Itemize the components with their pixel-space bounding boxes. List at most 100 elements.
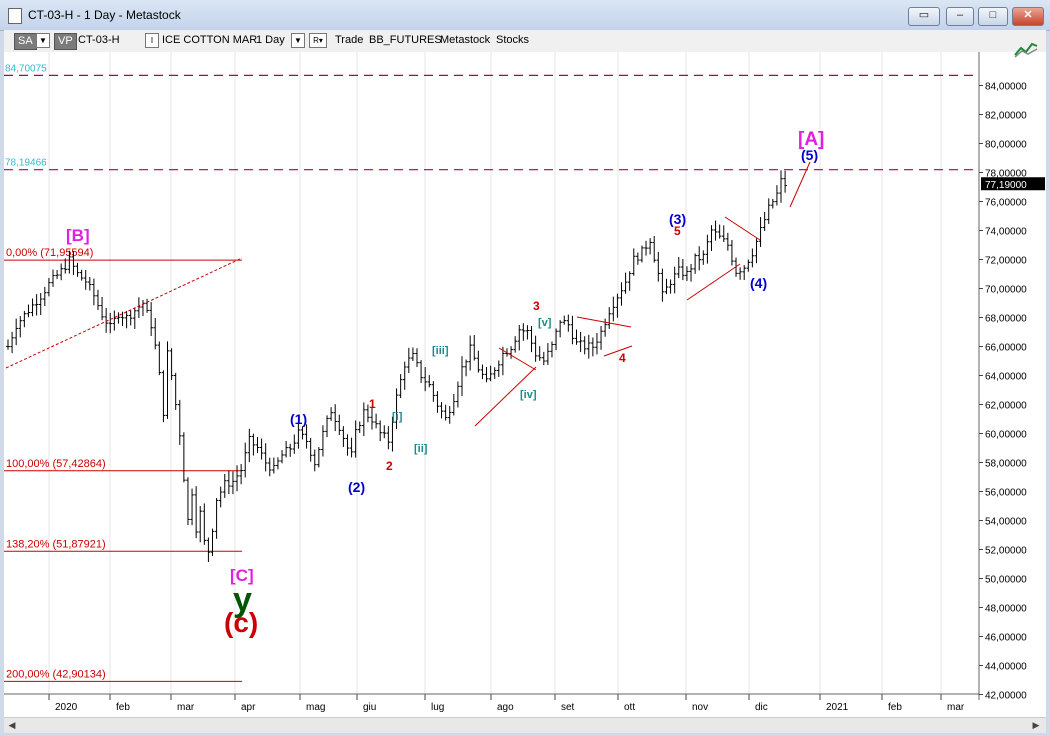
y-tick-label: 58,00000 [985, 459, 1027, 470]
y-tick-label: 56,00000 [985, 488, 1027, 499]
wave-label: [iv] [520, 389, 537, 401]
y-tick-label: 64,00000 [985, 372, 1027, 383]
type-label: Stocks [496, 34, 530, 46]
last-price-label: 77,19000 [985, 180, 1027, 191]
x-tick-label: ott [624, 702, 635, 713]
wave-label: [iii] [432, 345, 449, 357]
wave-label: 3 [533, 299, 540, 313]
restore-layout-button[interactable]: ▭ [908, 7, 940, 26]
wave-label: 5 [674, 224, 681, 238]
horizontal-scrollbar[interactable]: ◀ ▶ [4, 717, 1046, 733]
wave-label: 2 [386, 459, 393, 473]
last-price-box [981, 177, 1045, 191]
window-title: CT-03-H - 1 Day - Metastock [28, 8, 181, 22]
mode-label: Trade [335, 34, 364, 46]
y-tick-label: 52,00000 [985, 546, 1027, 557]
wave-label: 4 [619, 351, 626, 365]
x-tick-label: 2021 [826, 702, 849, 713]
vp-button[interactable]: VP [54, 33, 77, 50]
y-tick-label: 46,00000 [985, 633, 1027, 644]
triangle-upper-line [498, 347, 537, 371]
close-button[interactable]: ✕ [1012, 7, 1044, 26]
indicator-toggle-icon[interactable] [1014, 40, 1038, 58]
scroll-right-icon[interactable]: ▶ [1032, 720, 1040, 730]
minimize-button[interactable]: – [946, 7, 974, 26]
x-tick-label: 2020 [55, 702, 78, 713]
wedge-lower-line [603, 345, 633, 357]
x-tick-label: mag [306, 702, 325, 713]
wave-label: (2) [348, 479, 365, 495]
y-tick-label: 42,00000 [985, 691, 1027, 702]
fib-label: 100,00% (57,42864) [6, 458, 106, 470]
wave-label: [v] [538, 317, 552, 329]
x-tick-label: feb [116, 702, 130, 713]
chart-toolbar: SA ▼ VP CT-03-H I ICE COTTON MAR 1 Day ▼… [4, 30, 1046, 52]
y-tick-label: 74,00000 [985, 227, 1027, 238]
wave-label: [C] [230, 566, 254, 585]
fib-label: 0,00% (71,95594) [6, 247, 93, 259]
y-tick-label: 48,00000 [985, 604, 1027, 615]
x-tick-label: apr [241, 702, 256, 713]
fib-label: 138,20% (51,87921) [6, 538, 106, 550]
symbol-label: CT-03-H [78, 34, 120, 46]
trend-dashed-line [5, 257, 243, 369]
title-bar: CT-03-H - 1 Day - Metastock ▭ – □ ✕ [0, 0, 1050, 31]
wave-label: [i] [392, 411, 403, 423]
period-label: 1 Day [256, 34, 285, 46]
wave-label: (c) [224, 607, 258, 638]
x-tick-label: nov [692, 702, 708, 713]
x-tick-label: set [561, 702, 575, 713]
y-tick-label: 84,00000 [985, 82, 1027, 93]
triangle-lower-line [474, 366, 537, 427]
flag-lower-line [686, 263, 741, 301]
x-tick-label: mar [177, 702, 195, 713]
elliott-wave-drawings [5, 161, 811, 427]
y-tick-label: 60,00000 [985, 430, 1027, 441]
y-tick-label: 72,00000 [985, 256, 1027, 267]
y-tick-label: 68,00000 [985, 314, 1027, 325]
wave-label: y [233, 581, 252, 619]
price-chart[interactable]: 0,00% (71,95594) 100,00% (57,42864) 138,20… [4, 42, 1046, 717]
instrument-name: ICE COTTON MAR [162, 34, 258, 46]
app-icon [8, 8, 22, 24]
wave-label: (1) [290, 411, 307, 427]
wave-label: (3) [669, 211, 686, 227]
wave-label: [B] [66, 226, 90, 245]
x-tick-label: feb [888, 702, 902, 713]
x-tick-label: dic [755, 702, 768, 713]
vendor-label: Metastock [440, 34, 491, 46]
sa-button[interactable]: SA [14, 33, 37, 50]
instrument-icon[interactable]: I [145, 33, 159, 48]
price-level-label: 78,19466 [5, 158, 47, 169]
wave-label: (5) [801, 147, 818, 163]
source-label: BB_FUTURES [369, 34, 442, 46]
y-tick-label: 82,00000 [985, 111, 1027, 122]
flag-upper-line [724, 216, 761, 241]
scroll-left-icon[interactable]: ◀ [8, 720, 16, 730]
y-tick-label: 76,00000 [985, 198, 1027, 209]
y-tick-label: 66,00000 [985, 343, 1027, 354]
wedge-upper-line [576, 316, 632, 328]
y-tick-label: 50,00000 [985, 575, 1027, 586]
y-tick-label: 44,00000 [985, 662, 1027, 673]
y-tick-label: 62,00000 [985, 401, 1027, 412]
y-tick-label: 70,00000 [985, 285, 1027, 296]
fib-label: 200,00% (42,90134) [6, 668, 106, 680]
price-chart-canvas[interactable]: 0,00% (71,95594) 100,00% (57,42864) 138,20… [4, 52, 1046, 717]
x-tick-label: ago [497, 702, 514, 713]
wave-label: 1 [369, 397, 376, 411]
price-level-label: 84,70075 [5, 63, 47, 74]
x-tick-label: mar [947, 702, 965, 713]
y-tick-label: 78,00000 [985, 169, 1027, 180]
y-tick-label: 54,00000 [985, 517, 1027, 528]
sa-dropdown-icon[interactable]: ▼ [36, 33, 50, 48]
x-tick-label: giu [363, 702, 376, 713]
maximize-button[interactable]: □ [978, 7, 1008, 26]
x-tick-label: lug [431, 702, 444, 713]
mode-dropdown-icon[interactable]: R▾ [309, 33, 327, 48]
wave-label: [ii] [414, 443, 428, 455]
y-tick-label: 80,00000 [985, 140, 1027, 151]
wave-label: (4) [750, 275, 767, 291]
period-dropdown-icon[interactable]: ▼ [291, 33, 305, 48]
projection-line [789, 161, 811, 208]
